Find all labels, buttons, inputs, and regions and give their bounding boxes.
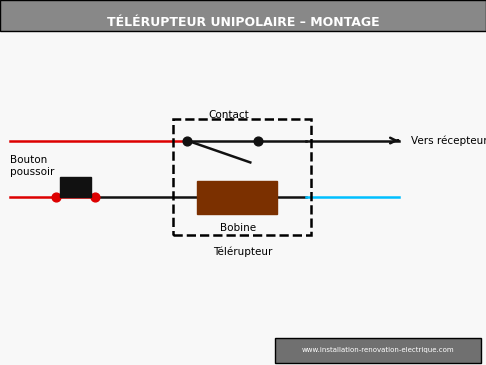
Point: [52, 194, 60, 200]
Text: Bouton
poussoir: Bouton poussoir: [10, 155, 54, 177]
Text: www.installation-renovation-electrique.com: www.installation-renovation-electrique.c…: [301, 347, 454, 353]
Point: [91, 194, 99, 200]
Text: Bobine: Bobine: [220, 223, 256, 233]
Text: TÉLÉRUPTEUR UNIPOLAIRE – MONTAGE: TÉLÉRUPTEUR UNIPOLAIRE – MONTAGE: [107, 16, 379, 29]
Text: Télérupteur: Télérupteur: [213, 247, 273, 257]
FancyBboxPatch shape: [0, 0, 486, 31]
FancyBboxPatch shape: [275, 338, 481, 363]
Text: Contact: Contact: [208, 110, 249, 120]
Text: Vers récepteur: Vers récepteur: [411, 135, 486, 146]
Bar: [173, 119, 311, 235]
Bar: [197, 181, 277, 214]
Bar: [59, 177, 91, 197]
Point: [183, 138, 191, 143]
Point: [254, 138, 261, 143]
